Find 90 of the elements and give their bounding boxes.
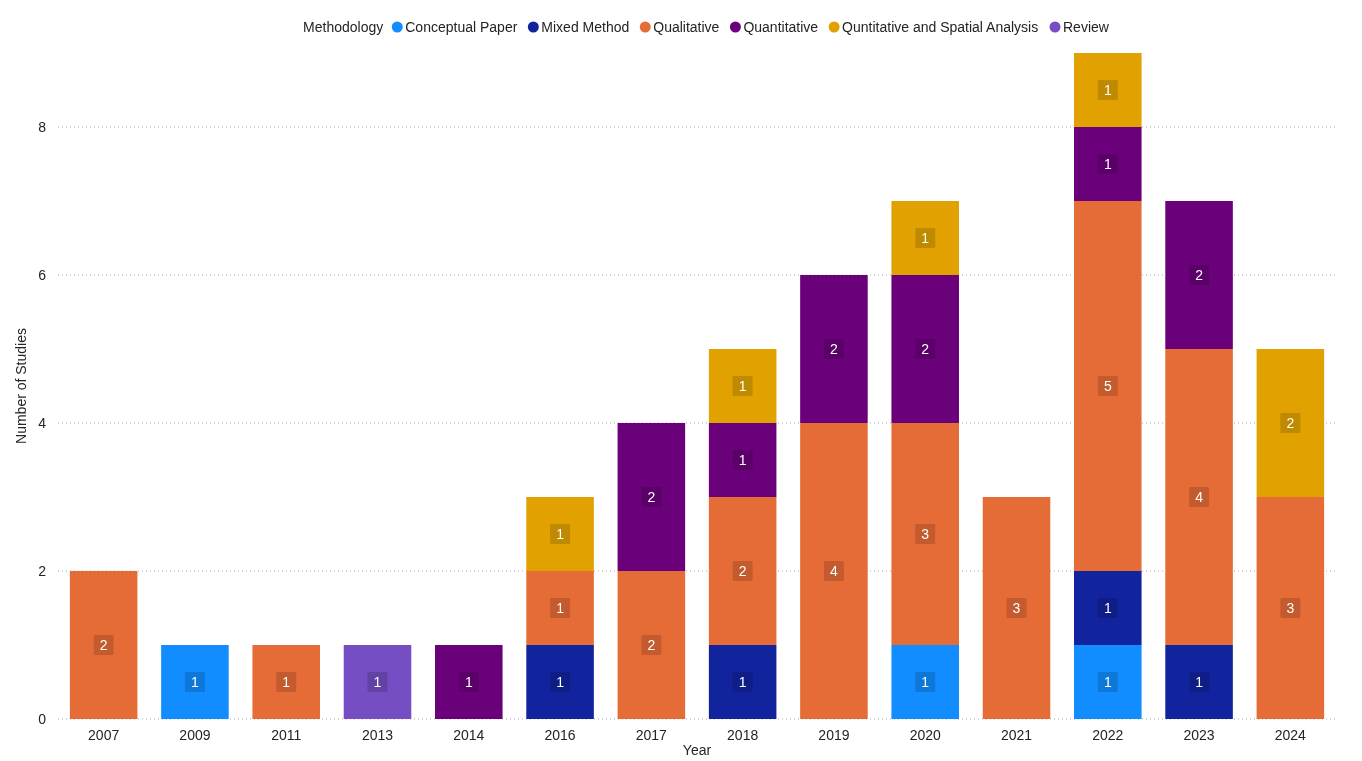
bar xyxy=(1074,201,1142,571)
data-label: 3 xyxy=(1286,599,1295,616)
y-tick-label: 8 xyxy=(38,118,47,135)
x-tick-label: 2018 xyxy=(727,726,759,743)
data-label: 1 xyxy=(738,673,747,690)
data-label: 1 xyxy=(738,377,747,394)
data-label: 4 xyxy=(1195,488,1204,505)
bar xyxy=(982,497,1051,719)
legend-label: Mixed Method xyxy=(541,18,630,35)
data-label: 1 xyxy=(738,451,747,468)
x-tick-label: 2017 xyxy=(635,726,668,743)
legend-label: Conceptual Paper xyxy=(405,18,518,35)
bar xyxy=(161,645,229,719)
data-label: 2 xyxy=(99,636,108,653)
x-axis-title: Year xyxy=(682,742,712,758)
data-label: 1 xyxy=(1103,81,1112,98)
x-tick-label: 2020 xyxy=(909,726,941,743)
bar xyxy=(1165,349,1233,645)
bar xyxy=(343,645,412,719)
bar xyxy=(69,571,138,719)
bar xyxy=(708,645,777,719)
bar xyxy=(1165,645,1233,719)
data-label: 2 xyxy=(921,340,930,357)
data-label: 1 xyxy=(191,673,200,690)
bar xyxy=(435,645,503,719)
y-tick-label: 6 xyxy=(38,266,47,283)
bar xyxy=(800,423,868,719)
x-tick-label: 2013 xyxy=(361,726,394,743)
bar xyxy=(1074,645,1142,719)
data-label: 1 xyxy=(1103,599,1112,616)
bar xyxy=(891,645,959,719)
x-tick-label: 2007 xyxy=(88,726,120,743)
bar xyxy=(1074,127,1142,201)
x-tick-label: 2011 xyxy=(271,726,302,743)
bar xyxy=(1074,571,1142,645)
legend-title: Methodology xyxy=(303,18,384,35)
bar xyxy=(708,423,777,497)
x-tick-label: 2014 xyxy=(453,726,485,743)
x-tick-label: 2022 xyxy=(1092,726,1124,743)
x-tick-label: 2021 xyxy=(1000,726,1033,743)
bar xyxy=(891,201,959,275)
data-label: 1 xyxy=(282,673,291,690)
bar xyxy=(526,571,594,645)
data-label: 1 xyxy=(556,599,565,616)
bar xyxy=(617,423,686,571)
legend-label: Qualitative xyxy=(653,18,720,35)
bar xyxy=(891,423,959,645)
bar xyxy=(526,645,594,719)
bar xyxy=(1256,349,1325,497)
data-label: 1 xyxy=(556,673,565,690)
data-label: 3 xyxy=(1012,599,1021,616)
data-label: 2 xyxy=(647,488,656,505)
data-label: 2 xyxy=(738,562,747,579)
bar xyxy=(891,275,959,423)
y-axis-title: Number of Studies xyxy=(13,328,29,444)
x-tick-label: 2009 xyxy=(179,726,211,743)
data-label: 1 xyxy=(921,229,930,246)
data-label: 2 xyxy=(1286,414,1295,431)
bar xyxy=(800,275,868,423)
data-label: 1 xyxy=(1195,673,1204,690)
bar xyxy=(1165,201,1233,349)
data-label: 1 xyxy=(921,673,930,690)
data-label: 2 xyxy=(647,636,656,653)
bar xyxy=(617,571,686,719)
data-label: 2 xyxy=(1195,266,1204,283)
bar xyxy=(708,497,777,645)
data-label: 4 xyxy=(830,562,839,579)
x-tick-label: 2019 xyxy=(818,726,850,743)
y-tick-label: 4 xyxy=(38,414,47,431)
x-tick-label: 2024 xyxy=(1274,726,1307,743)
y-tick-label: 0 xyxy=(38,710,47,727)
data-label: 5 xyxy=(1103,377,1112,394)
data-label: 1 xyxy=(1103,673,1112,690)
legend-label: Quntitative and Spatial Analysis xyxy=(842,18,1039,35)
bar xyxy=(252,645,320,719)
data-label: 1 xyxy=(1103,155,1112,172)
y-tick-label: 2 xyxy=(38,562,47,579)
data-label: 1 xyxy=(556,525,565,542)
bar xyxy=(1074,53,1142,127)
data-label: 1 xyxy=(373,673,382,690)
data-label: 2 xyxy=(830,340,839,357)
data-label: 3 xyxy=(921,525,930,542)
legend-label: Quantitative xyxy=(743,18,819,35)
bar xyxy=(708,349,777,423)
bar xyxy=(1256,497,1325,719)
x-tick-label: 2023 xyxy=(1183,726,1215,743)
x-tick-label: 2016 xyxy=(544,726,576,743)
bar xyxy=(526,497,594,571)
data-label: 1 xyxy=(464,673,473,690)
legend-label: Review xyxy=(1063,18,1110,35)
